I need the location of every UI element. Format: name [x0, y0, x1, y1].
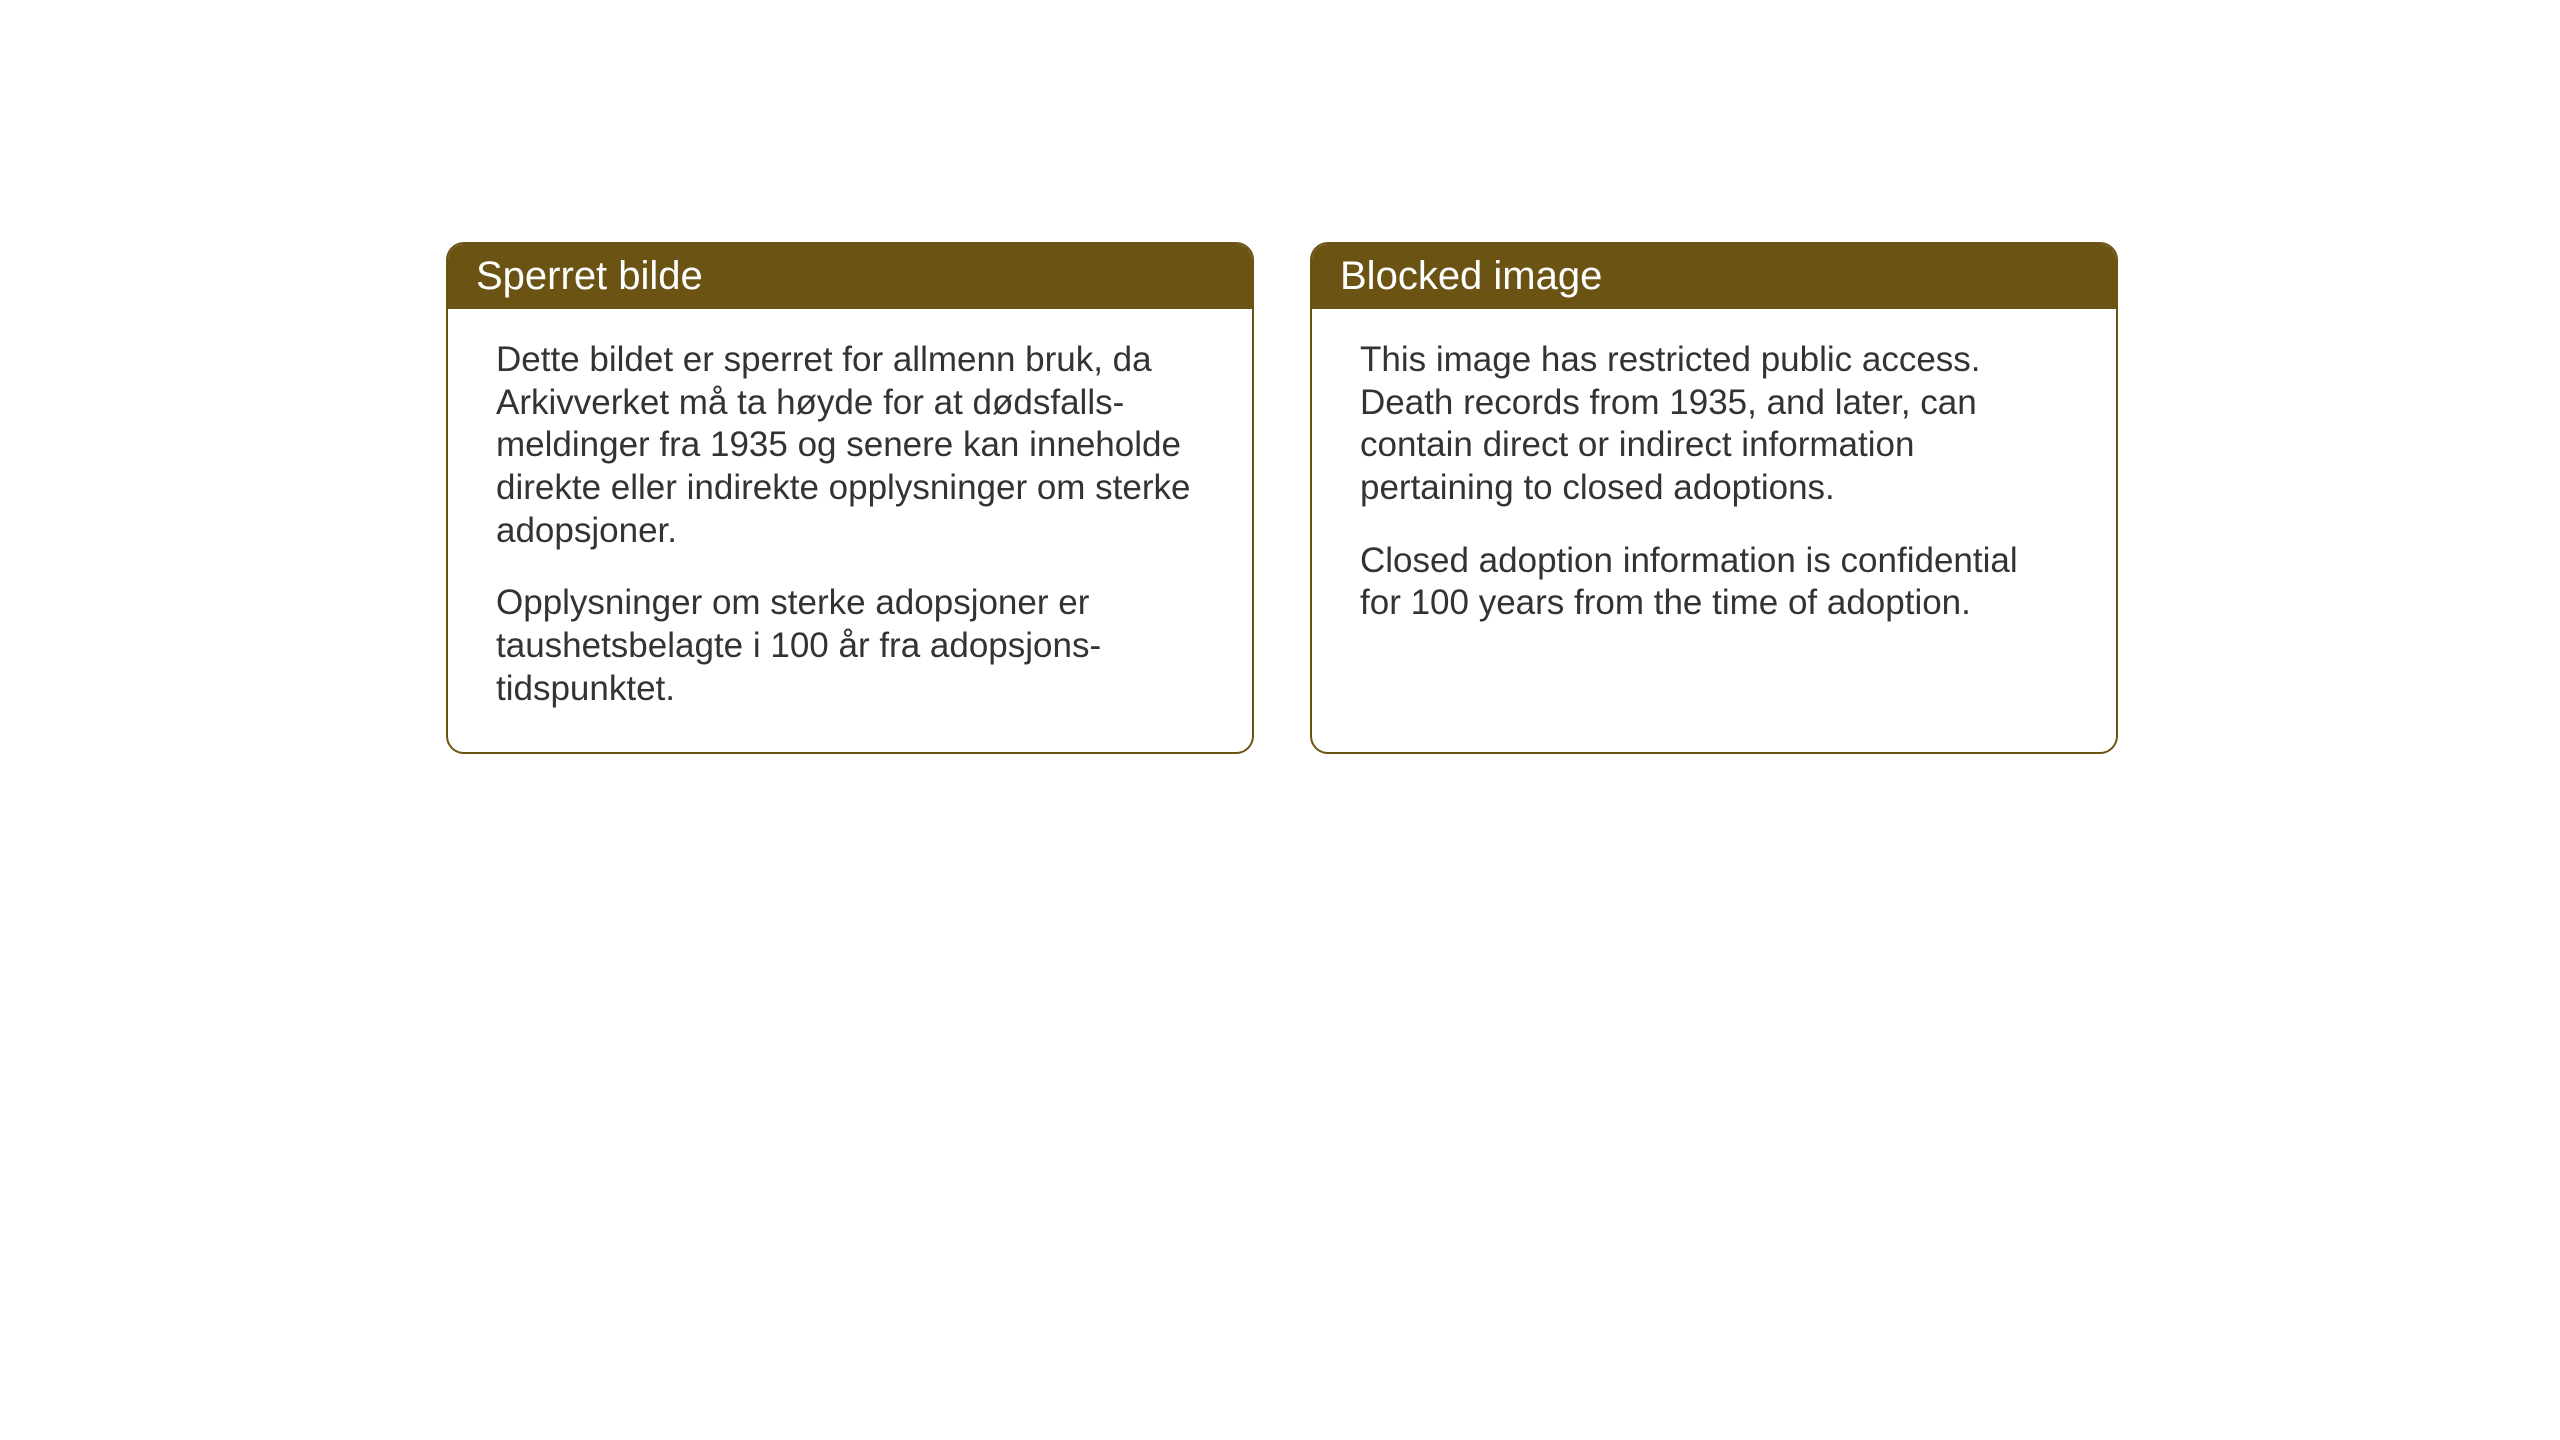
english-paragraph-1: This image has restricted public access.…	[1360, 339, 2068, 510]
english-card-body: This image has restricted public access.…	[1312, 309, 2116, 665]
norwegian-card-title: Sperret bilde	[448, 244, 1252, 309]
norwegian-paragraph-1: Dette bildet er sperret for allmenn bruk…	[496, 339, 1204, 552]
norwegian-paragraph-2: Opplysninger om sterke adopsjoner er tau…	[496, 582, 1204, 710]
notice-cards-container: Sperret bilde Dette bildet er sperret fo…	[446, 242, 2118, 754]
english-card-title: Blocked image	[1312, 244, 2116, 309]
norwegian-card-body: Dette bildet er sperret for allmenn bruk…	[448, 309, 1252, 751]
english-paragraph-2: Closed adoption information is confident…	[1360, 540, 2068, 625]
english-notice-card: Blocked image This image has restricted …	[1310, 242, 2118, 754]
norwegian-notice-card: Sperret bilde Dette bildet er sperret fo…	[446, 242, 1254, 754]
